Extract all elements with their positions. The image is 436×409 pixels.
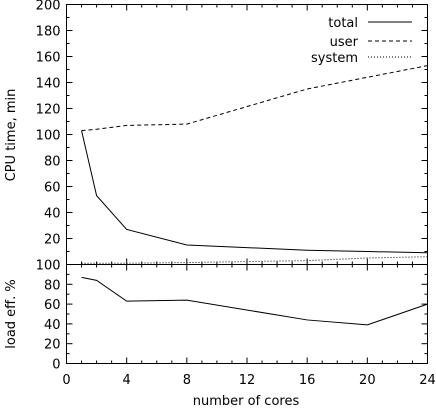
- top-y-tick-label: 120: [36, 103, 61, 118]
- bottom-y-tick-label: 20: [44, 338, 61, 353]
- bottom-y-tick-label: 80: [44, 278, 61, 293]
- x-tick-label: 4: [123, 373, 131, 388]
- legend-label-system: system: [311, 51, 358, 66]
- x-tick-label: 12: [239, 373, 256, 388]
- bottom-series-group: [81, 276, 428, 326]
- series-line-load-eff: [81, 276, 428, 326]
- series-line-total: [81, 130, 428, 254]
- top-y-tick-label: 60: [44, 181, 61, 196]
- top-y-tick-label: 40: [44, 207, 61, 222]
- top-plot-frame: [66, 4, 428, 265]
- top-y-tick-label: 140: [36, 77, 61, 92]
- x-tick-label: 16: [299, 373, 316, 388]
- top-y-tick-label: 180: [36, 25, 61, 40]
- x-axis-label: number of cores: [193, 394, 300, 409]
- bottom-y-tick-label: 40: [44, 318, 61, 333]
- top-y-tick-label: 200: [36, 0, 61, 14]
- x-tick-label: 0: [62, 373, 70, 388]
- x-tick-label: 20: [359, 373, 376, 388]
- bottom-plot-frame: [66, 264, 428, 364]
- series-line-user: [81, 65, 428, 132]
- x-tick-label: 8: [183, 373, 191, 388]
- legend-label-user: user: [330, 35, 359, 50]
- bottom-y-tick-label: 60: [44, 298, 61, 313]
- bottom-y-tick-label: 100: [36, 259, 61, 274]
- top-y-axis-label: CPU time, min: [4, 89, 19, 182]
- bottom-y-axis-label: load eff. %: [4, 279, 19, 349]
- top-y-tick-label: 80: [44, 155, 61, 170]
- series-line-system: [81, 256, 428, 264]
- x-tick-label: 24: [419, 373, 436, 388]
- top-axis-ticks: 20 40 60 80 100 120 140 160 180 200: [36, 0, 428, 265]
- bottom-y-tick-label: 0: [52, 358, 60, 373]
- top-y-tick-label: 20: [44, 233, 61, 248]
- bottom-axis-ticks: 0 20 40 60 80 100 0 4 8 12 16 20 24: [36, 259, 436, 389]
- legend-label-total: total: [328, 16, 358, 31]
- top-y-tick-label: 160: [36, 51, 61, 66]
- top-y-tick-label: 100: [36, 129, 61, 144]
- top-series-group: [81, 65, 428, 264]
